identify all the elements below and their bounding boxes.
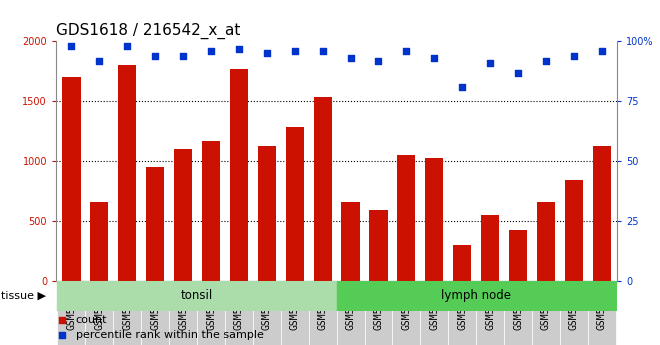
- Bar: [420, 281, 448, 284]
- Bar: [118, 65, 137, 281]
- Text: tissue ▶: tissue ▶: [1, 291, 46, 301]
- Bar: [370, 210, 387, 281]
- FancyBboxPatch shape: [141, 282, 169, 345]
- FancyBboxPatch shape: [476, 282, 504, 345]
- Text: count: count: [76, 315, 107, 325]
- FancyBboxPatch shape: [393, 282, 420, 345]
- Bar: [476, 281, 504, 284]
- Bar: [280, 281, 309, 284]
- Bar: [114, 281, 141, 284]
- Point: [56, 333, 67, 338]
- FancyBboxPatch shape: [114, 282, 141, 345]
- Bar: [174, 149, 192, 281]
- Point: [317, 48, 328, 54]
- FancyBboxPatch shape: [197, 282, 225, 345]
- Bar: [258, 146, 276, 281]
- FancyBboxPatch shape: [560, 282, 588, 345]
- Point: [206, 48, 216, 54]
- FancyBboxPatch shape: [309, 282, 337, 345]
- FancyBboxPatch shape: [420, 282, 448, 345]
- Point: [485, 60, 496, 66]
- Bar: [560, 281, 588, 284]
- Point: [261, 51, 272, 56]
- Text: percentile rank within the sample: percentile rank within the sample: [76, 331, 263, 340]
- FancyBboxPatch shape: [225, 282, 253, 345]
- Bar: [85, 281, 114, 284]
- Point: [568, 53, 579, 59]
- FancyBboxPatch shape: [169, 282, 197, 345]
- Bar: [90, 202, 108, 281]
- Bar: [146, 167, 164, 281]
- FancyBboxPatch shape: [85, 282, 114, 345]
- Bar: [537, 202, 555, 281]
- FancyBboxPatch shape: [253, 282, 280, 345]
- Bar: [309, 281, 337, 284]
- Point: [373, 58, 383, 63]
- Bar: [425, 158, 444, 281]
- Bar: [225, 281, 253, 284]
- FancyBboxPatch shape: [57, 282, 85, 345]
- Bar: [63, 77, 81, 281]
- FancyBboxPatch shape: [532, 282, 560, 345]
- Bar: [337, 281, 364, 284]
- Bar: [341, 202, 360, 281]
- Bar: [509, 230, 527, 281]
- Bar: [286, 127, 304, 281]
- FancyBboxPatch shape: [364, 282, 393, 345]
- Point: [150, 53, 160, 59]
- Point: [94, 58, 105, 63]
- Point: [122, 43, 133, 49]
- Point: [178, 53, 188, 59]
- Bar: [141, 281, 169, 284]
- Point: [234, 46, 244, 51]
- Point: [345, 56, 356, 61]
- Bar: [448, 281, 476, 284]
- Point: [401, 48, 412, 54]
- Point: [66, 43, 77, 49]
- Bar: [481, 215, 499, 281]
- FancyBboxPatch shape: [337, 282, 364, 345]
- Bar: [57, 281, 85, 284]
- Point: [541, 58, 551, 63]
- Bar: [202, 141, 220, 281]
- Text: GDS1618 / 216542_x_at: GDS1618 / 216542_x_at: [56, 22, 240, 39]
- Text: lymph node: lymph node: [441, 289, 511, 302]
- Point: [290, 48, 300, 54]
- Bar: [169, 281, 197, 284]
- Point: [513, 70, 523, 75]
- FancyBboxPatch shape: [588, 282, 616, 345]
- Bar: [57, 281, 337, 310]
- Bar: [565, 180, 583, 281]
- FancyBboxPatch shape: [280, 282, 309, 345]
- Bar: [337, 281, 616, 310]
- Bar: [453, 245, 471, 281]
- FancyBboxPatch shape: [504, 282, 532, 345]
- FancyBboxPatch shape: [448, 282, 476, 345]
- Bar: [314, 97, 332, 281]
- Bar: [393, 281, 420, 284]
- Bar: [593, 146, 611, 281]
- Point: [56, 317, 67, 323]
- Point: [429, 56, 440, 61]
- Bar: [588, 281, 616, 284]
- Point: [457, 84, 467, 90]
- Bar: [197, 281, 225, 284]
- Bar: [532, 281, 560, 284]
- Text: tonsil: tonsil: [181, 289, 213, 302]
- Bar: [504, 281, 532, 284]
- Bar: [364, 281, 393, 284]
- Bar: [253, 281, 280, 284]
- Bar: [397, 155, 415, 281]
- Point: [597, 48, 607, 54]
- Bar: [230, 69, 248, 281]
